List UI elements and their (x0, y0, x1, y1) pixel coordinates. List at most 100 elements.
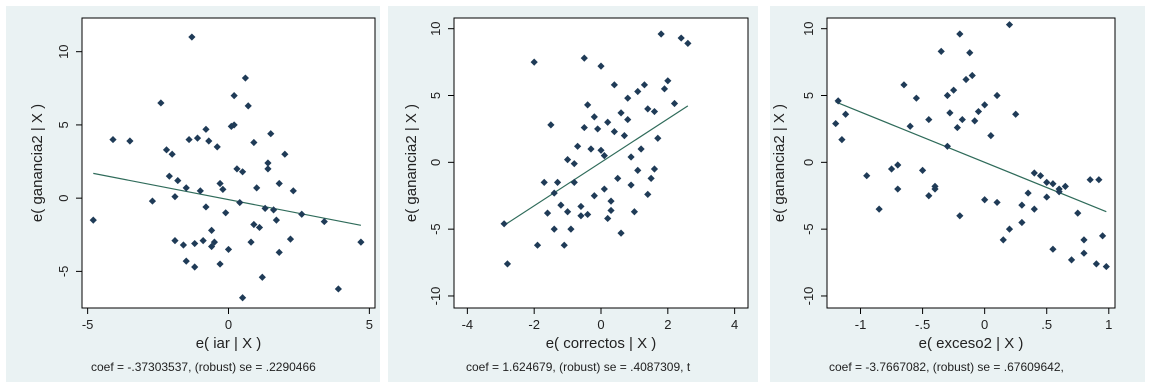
data-point (993, 198, 1001, 207)
data-point (199, 237, 207, 245)
data-point (1080, 236, 1088, 244)
coef-note: coef = 1.624679, (robust) se = .4087309,… (466, 360, 691, 374)
data-point (570, 160, 578, 168)
data-point (179, 241, 188, 249)
y-tick-label: 10 (801, 21, 816, 35)
x-tick-label: 0 (981, 317, 988, 332)
x-tick-label: .5 (1041, 317, 1052, 332)
data-point (224, 245, 233, 254)
data-point (943, 91, 952, 100)
data-point (500, 220, 508, 228)
y-tick-label: 0 (801, 159, 816, 166)
data-point (677, 34, 685, 42)
data-point (202, 125, 210, 133)
data-point (567, 225, 575, 233)
data-point (657, 30, 665, 38)
plot-area (81, 17, 376, 309)
data-point (560, 241, 568, 249)
data-point (1043, 193, 1051, 201)
y-tick-label: 5 (56, 121, 71, 128)
data-point (219, 185, 227, 193)
data-point (968, 71, 976, 80)
y-axis-title: e( ganancia2 | X ) (403, 104, 420, 222)
data-point (640, 81, 649, 89)
data-point (191, 263, 199, 271)
data-point (230, 92, 238, 100)
data-point (250, 220, 258, 229)
data-point (587, 145, 595, 153)
data-point (1030, 169, 1038, 177)
coef-note: coef = -.37303537, (robust) se = .229046… (91, 360, 316, 374)
data-point (1061, 182, 1069, 190)
data-point (838, 136, 846, 144)
data-point (604, 118, 612, 126)
y-axis-title: e( ganancia2 | X ) (29, 104, 46, 222)
x-tick-label: 1 (1105, 317, 1112, 332)
data-point (597, 146, 605, 154)
data-point (557, 201, 565, 209)
data-point (185, 135, 193, 144)
x-tick-label: -5 (82, 317, 94, 332)
x-tick-label: 4 (731, 317, 738, 332)
y-tick-label: 0 (56, 195, 71, 202)
data-point (171, 237, 179, 245)
data-point (1067, 256, 1076, 264)
data-point (188, 33, 196, 41)
data-point (553, 178, 562, 186)
data-point (261, 204, 269, 213)
data-point (174, 176, 182, 185)
y-tick-label: -10 (801, 287, 816, 306)
data-point (1049, 180, 1057, 188)
data-point (1086, 176, 1094, 184)
y-tick-label: 5 (428, 92, 443, 99)
data-point (1095, 176, 1103, 184)
data-point (148, 197, 157, 205)
data-point (875, 205, 883, 213)
data-point (650, 165, 659, 173)
data-point (191, 239, 199, 248)
data-point (958, 115, 966, 124)
data-point (1074, 209, 1082, 217)
data-point (540, 178, 548, 186)
data-point (644, 105, 652, 113)
data-point (634, 166, 642, 174)
data-point (222, 209, 230, 217)
x-axis-title: e( correctos | X ) (546, 335, 657, 352)
data-point (637, 145, 645, 153)
data-point (900, 81, 908, 89)
data-point (238, 168, 247, 176)
data-point (650, 107, 659, 116)
x-tick-label: 0 (225, 317, 232, 332)
data-point (887, 165, 896, 173)
y-tick-label: -10 (428, 287, 443, 306)
data-point (547, 121, 555, 129)
data-point (272, 216, 280, 224)
x-tick-label: 5 (366, 317, 373, 332)
data-point (1055, 188, 1063, 196)
data-point (264, 165, 272, 173)
data-point (912, 94, 920, 102)
y-tick-label: -5 (428, 223, 443, 235)
data-point (607, 197, 615, 205)
data-point (563, 208, 572, 216)
data-point (834, 97, 842, 105)
x-axis-title: e( exceso2 | X ) (919, 335, 1024, 352)
data-point (286, 235, 295, 243)
x-tick-label: -2 (528, 317, 540, 332)
data-point (1005, 21, 1014, 29)
data-point (600, 152, 608, 160)
plot-area (826, 17, 1116, 309)
data-point (610, 81, 618, 89)
data-point (614, 174, 622, 182)
data-point (570, 178, 578, 186)
y-tick-label: -5 (801, 223, 816, 235)
data-point (925, 192, 933, 200)
data-point (684, 39, 692, 47)
data-point (987, 132, 995, 140)
data-point (620, 132, 628, 140)
data-point (207, 226, 216, 234)
x-tick-label: -4 (462, 317, 474, 332)
data-point (1092, 260, 1100, 268)
data-point (255, 223, 264, 232)
